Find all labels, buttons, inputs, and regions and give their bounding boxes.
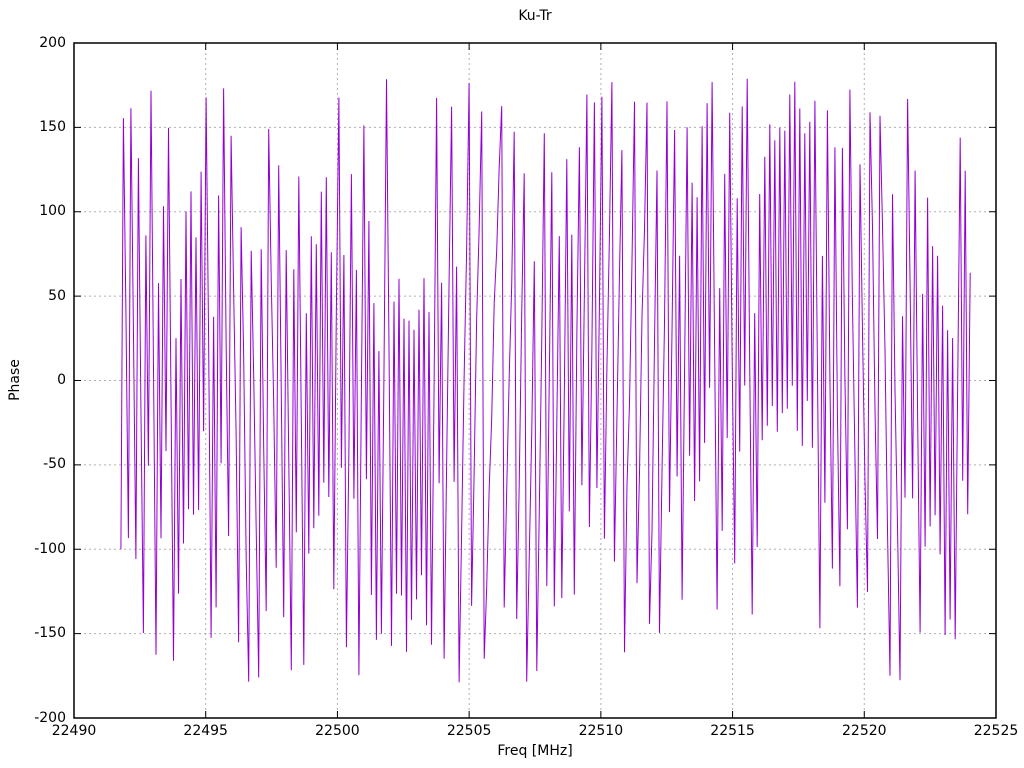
y-tick-label: 200	[39, 34, 66, 51]
x-tick-label: 22525	[973, 723, 1019, 739]
y-tick-label: -150	[34, 625, 66, 642]
y-tick-label: -100	[34, 540, 66, 557]
x-axis-label: Freq [MHz]	[497, 743, 573, 759]
x-tick-label: 22490	[51, 723, 97, 739]
y-tick-label: 100	[39, 203, 66, 220]
plot-border	[73, 42, 997, 719]
y-tick-label: 150	[39, 118, 66, 135]
x-tick-label: 22495	[183, 723, 228, 739]
y-tick-label: 0	[57, 372, 66, 388]
x-tick-label: 22505	[446, 723, 492, 739]
y-tick-label: 50	[48, 287, 66, 304]
x-tick-label: 22510	[578, 723, 624, 739]
chart-title: Ku-Tr	[518, 8, 552, 24]
y-tick-label: -200	[34, 709, 66, 726]
x-tick-label: 22500	[315, 723, 360, 739]
phase-trace	[120, 78, 971, 683]
y-tick-label: -50	[43, 456, 66, 473]
x-tick-label: 22515	[710, 723, 755, 739]
x-tick-label: 22520	[842, 723, 887, 739]
